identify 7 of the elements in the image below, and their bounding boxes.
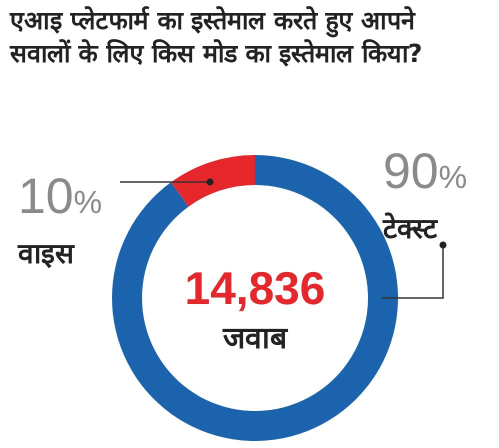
slice-label: टेक्स्ट (382, 212, 438, 245)
data-label: 90% (383, 143, 468, 199)
text: 14,836 (184, 262, 326, 314)
chart-title: एआइ प्लेटफार्म का इस्तेमाल करते हुए आपने सवालों के लिए किस मोड का इस्तेमाल किया? (10, 5, 424, 70)
data-label: 10% (18, 168, 102, 224)
text: जवाब (222, 321, 289, 356)
slice-label: वाइस (17, 237, 75, 270)
